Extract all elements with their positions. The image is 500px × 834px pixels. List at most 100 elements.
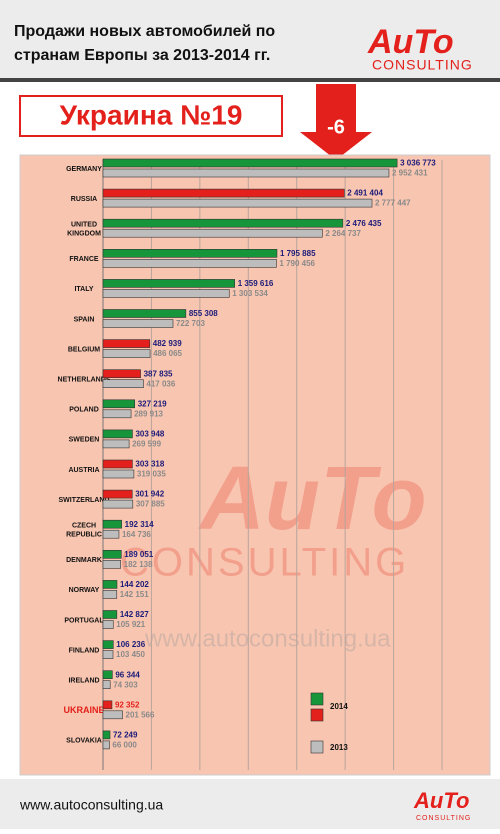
value-label: 189 051	[124, 550, 153, 559]
bar	[102, 309, 187, 318]
bar	[102, 409, 132, 419]
value-label: 201 566	[126, 710, 155, 719]
bar	[102, 439, 130, 449]
bar	[102, 620, 114, 629]
value-label: 66 000	[112, 741, 137, 750]
bar	[102, 289, 230, 298]
watermark: AuTo CONSULTING www.autoconsulting.ua	[120, 449, 427, 653]
value-label: 2 777 447	[375, 199, 411, 208]
watermark-url: www.autoconsulting.ua	[144, 625, 391, 652]
category-label: UKRAINE	[63, 705, 104, 715]
footer-band	[0, 779, 500, 829]
bar	[102, 429, 133, 439]
value-label: 106 236	[116, 640, 145, 649]
bar	[102, 249, 278, 258]
value-label: 164 736	[122, 530, 151, 539]
value-label: 2 264 737	[325, 229, 361, 238]
value-label: 192 314	[125, 520, 154, 529]
bar	[102, 489, 133, 499]
title-line: странам Европы за 2013-2014 гг.	[14, 47, 270, 64]
category-label: IRELAND	[68, 678, 99, 685]
value-label: 96 344	[115, 670, 140, 679]
category-label: GERMANY	[66, 166, 102, 173]
legend-swatch	[310, 708, 324, 722]
value-label: 417 036	[146, 379, 175, 388]
bar	[102, 670, 113, 680]
value-label: 1 303 534	[232, 289, 268, 298]
category-label: SPAIN	[74, 316, 95, 323]
value-label: 387 835	[144, 369, 173, 378]
arrow	[300, 84, 372, 160]
bar	[102, 590, 118, 599]
value-label: 307 885	[136, 500, 165, 509]
category-label: POLAND	[69, 407, 99, 414]
bar	[102, 228, 323, 238]
logo-sub: CONSULTING	[372, 57, 473, 73]
value-label: 105 921	[116, 620, 145, 629]
value-label: 327 219	[138, 399, 167, 408]
plot-area	[19, 154, 491, 776]
bar	[102, 519, 122, 529]
value-label: 142 827	[120, 610, 149, 619]
bar	[102, 469, 135, 479]
bar	[102, 559, 121, 569]
category-label: SWITZERLAND	[59, 497, 110, 504]
legend-swatch	[310, 692, 324, 706]
title-line: Продажи новых автомобилей по	[14, 23, 275, 40]
category-label: AUSTRIA	[68, 467, 99, 474]
value-label: 2 476 435	[346, 219, 382, 228]
bar	[102, 610, 118, 619]
change-text: -6	[327, 116, 345, 138]
bar	[102, 158, 398, 168]
category-label: UNITED KINGDOM	[67, 222, 101, 238]
value-label: 74 303	[113, 680, 138, 689]
bar	[102, 459, 133, 469]
bar	[102, 369, 141, 379]
bar	[102, 740, 110, 750]
bar	[102, 218, 344, 228]
category-label: FINLAND	[69, 647, 100, 654]
category-label: NETHERLANDS	[58, 377, 111, 384]
category-label: FRANCE	[69, 256, 98, 263]
value-label: 269 599	[132, 440, 161, 449]
footer-logo-sub: CONSULTING	[416, 815, 471, 822]
value-label: 486 065	[153, 349, 182, 358]
legend-swatch	[310, 740, 324, 754]
bar	[102, 529, 120, 539]
legend-label: 2014	[330, 702, 348, 711]
bar	[102, 650, 114, 659]
bar	[102, 349, 151, 358]
bar	[102, 379, 144, 389]
value-label: 142 151	[120, 590, 149, 599]
value-label: 72 249	[113, 731, 138, 740]
header-rule	[0, 78, 500, 82]
value-label: 2 491 404	[347, 189, 383, 198]
value-label: 3 036 773	[400, 159, 436, 168]
value-label: 855 308	[189, 309, 218, 318]
value-label: 92 352	[115, 700, 140, 709]
bar	[102, 279, 235, 288]
bar	[102, 319, 174, 328]
category-label: ITALY	[74, 286, 93, 293]
value-label: 301 942	[135, 490, 164, 499]
category-label: DENMARK	[66, 557, 102, 564]
value-label: 1 790 456	[279, 259, 315, 268]
category-label: CZECH REPUBLIC	[66, 523, 102, 539]
category-label: SWEDEN	[69, 437, 100, 444]
value-label: 289 913	[134, 409, 163, 418]
value-label: 319 035	[137, 470, 166, 479]
logo-word: AuTo	[367, 23, 454, 61]
bar	[102, 499, 134, 509]
bar	[102, 339, 151, 348]
rank-box	[19, 95, 283, 137]
category-label: RUSSIA	[71, 196, 97, 203]
header-band	[0, 0, 500, 78]
value-label: 144 202	[120, 580, 149, 589]
bar	[102, 198, 373, 208]
value-label: 722 703	[176, 319, 205, 328]
rank-text: Украина №19	[60, 99, 243, 130]
footer-url: www.autoconsulting.ua	[19, 797, 163, 813]
value-label: 303 948	[135, 430, 164, 439]
bar	[102, 258, 277, 268]
value-label: 1 359 616	[238, 279, 274, 288]
